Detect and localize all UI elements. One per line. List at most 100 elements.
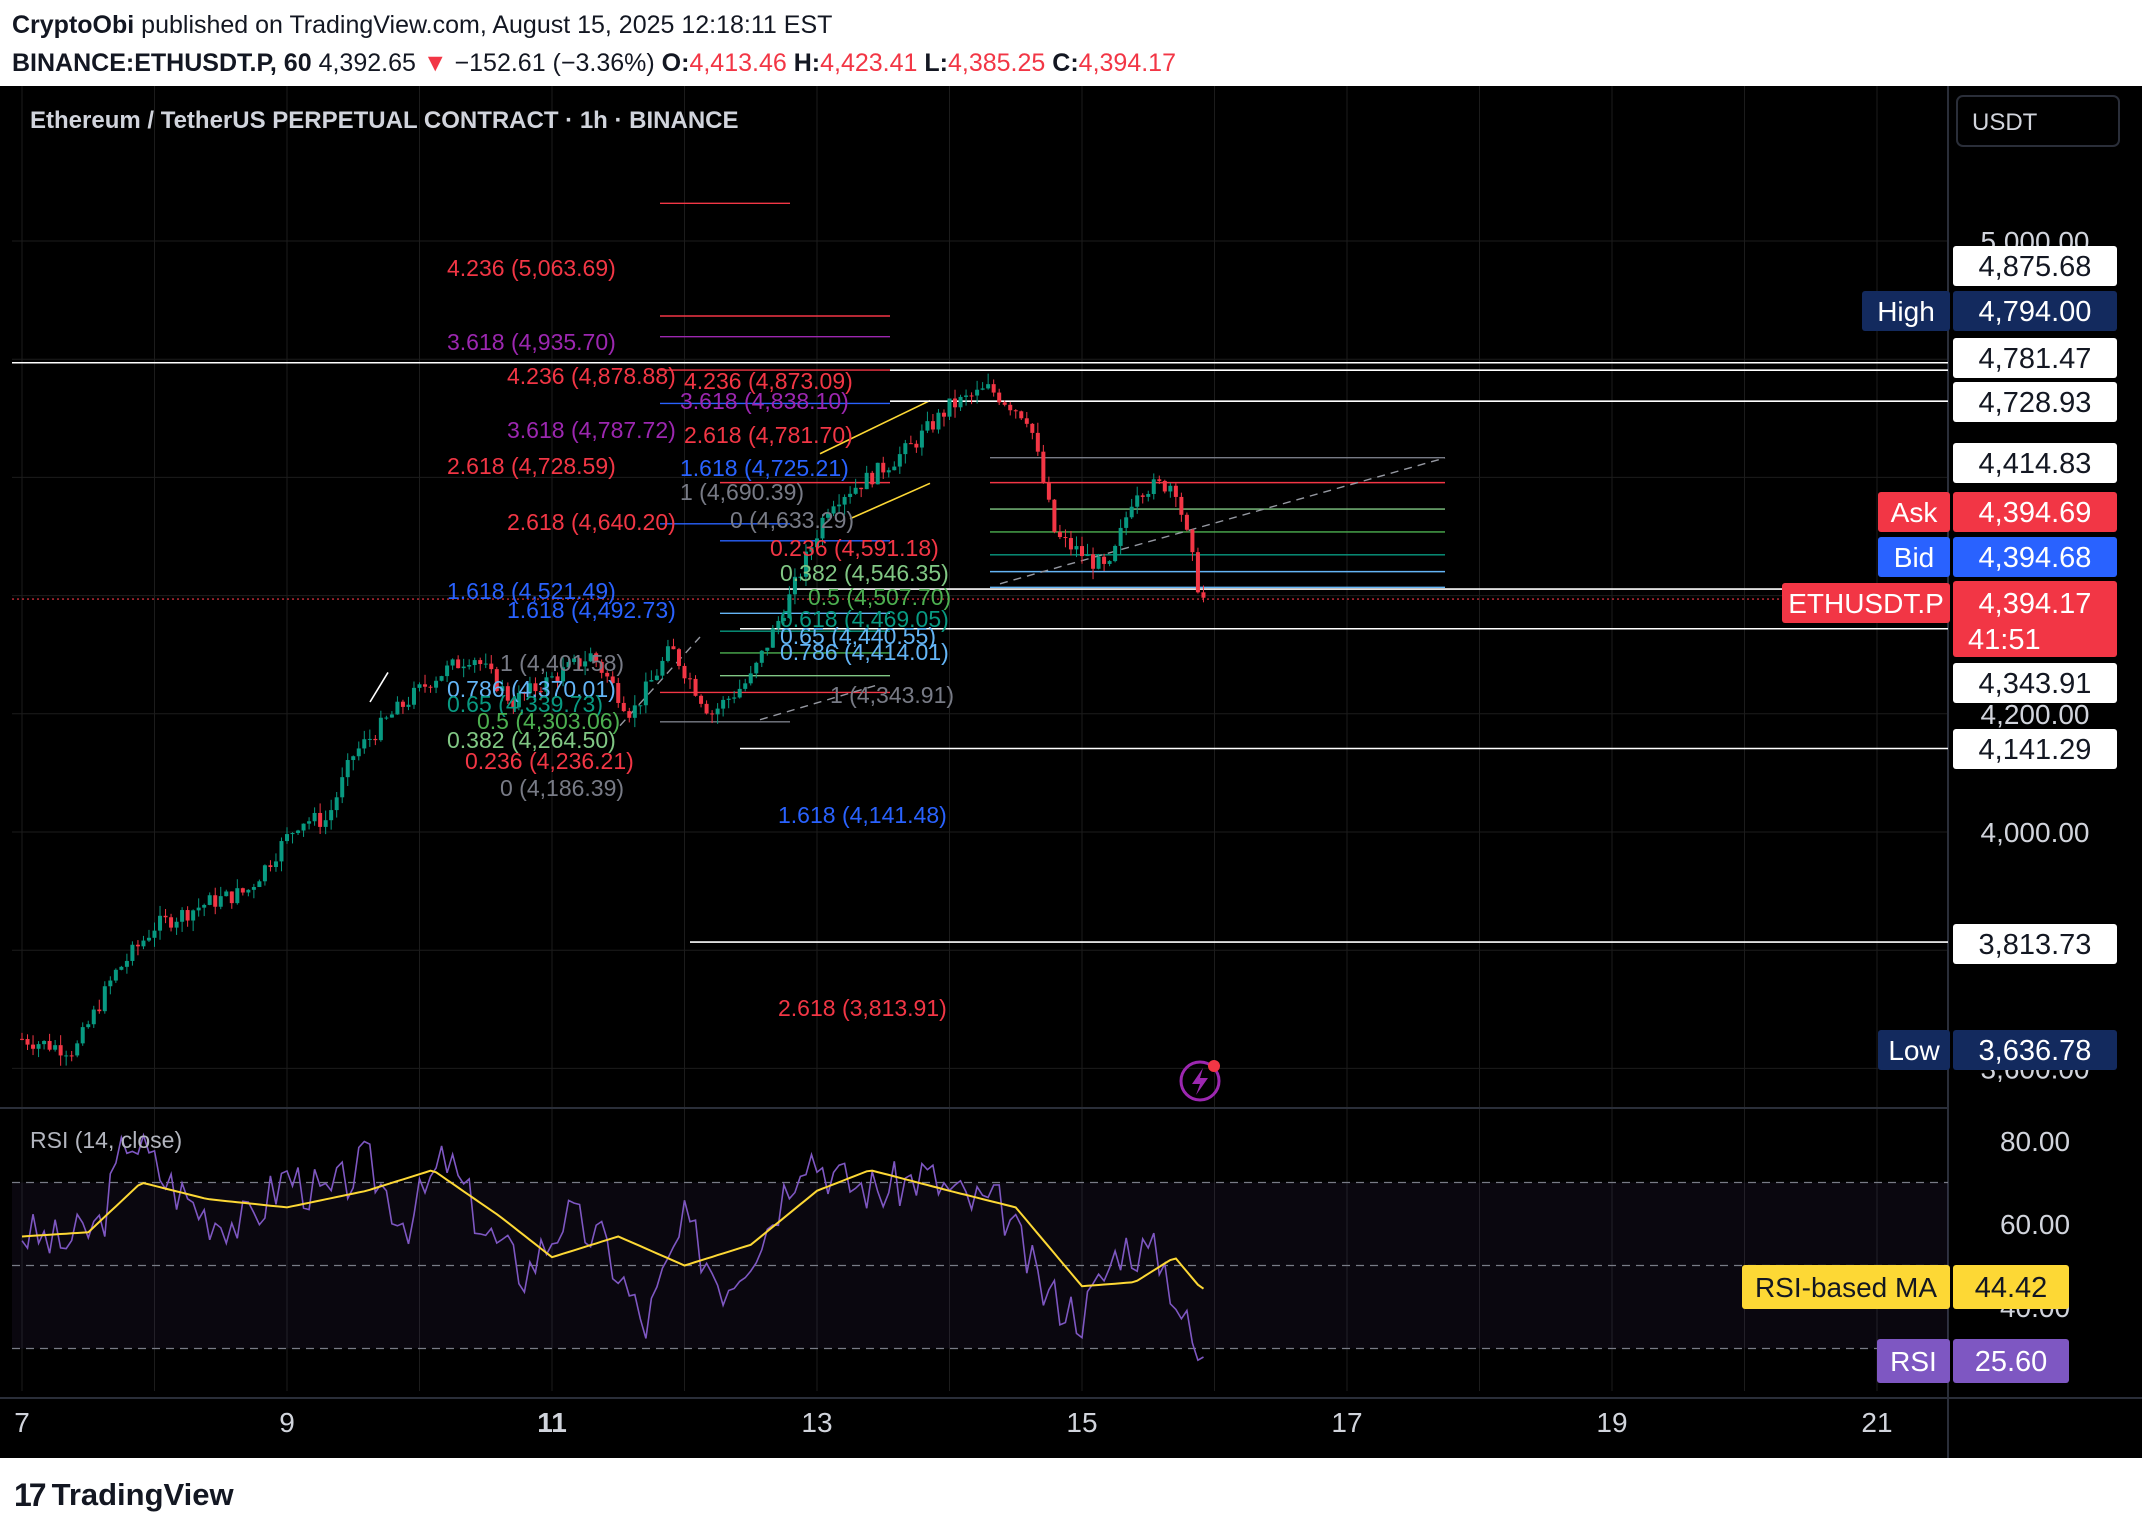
price-label[interactable]: 4,394.17 41:51 ETHUSDT.P xyxy=(1782,581,2117,657)
candle-body xyxy=(1113,545,1118,562)
price-label[interactable]: 4,794.00 High xyxy=(1862,291,2117,331)
candle-body xyxy=(345,760,350,778)
chart-area[interactable]: 4.236 (5,063.69) 3.618 (4,935.70) 4.236 (4… xyxy=(0,86,2142,1458)
ohlc-line: BINANCE:ETHUSDT.P, 60 4,392.65 ▼ −152.61… xyxy=(12,44,2132,82)
price-label[interactable]: 3,813.73 xyxy=(1953,924,2117,964)
candle-body xyxy=(665,646,670,661)
candle-body xyxy=(158,915,163,931)
price-label[interactable]: 3,636.78 Low xyxy=(1878,1030,2117,1070)
time-axis-tick: 19 xyxy=(1596,1407,1627,1438)
fib-label: 0.786 (4,414.01) xyxy=(780,639,949,665)
candle-body xyxy=(820,517,825,539)
candle-body xyxy=(1173,485,1178,497)
candle-body xyxy=(439,676,444,681)
candle-body xyxy=(180,910,185,922)
rsi-ma-line xyxy=(21,1169,1205,1290)
candle-body xyxy=(329,810,334,821)
close-label: C: xyxy=(1052,49,1079,77)
grid xyxy=(0,86,2142,1458)
price-tag-box xyxy=(1782,583,1950,623)
price-label-value: 4,781.47 xyxy=(1979,343,2092,375)
candle-body xyxy=(660,660,665,676)
candle-body xyxy=(378,717,383,741)
candle-body xyxy=(583,661,588,667)
rsi-tag-box xyxy=(1877,1339,1950,1383)
candle-body xyxy=(522,692,527,694)
fib-label: 3.618 (4,838.10) xyxy=(680,388,849,414)
price-label-value: 4,414.83 xyxy=(1979,448,2092,480)
price-label[interactable]: 4,875.68 xyxy=(1953,246,2117,286)
candle-body xyxy=(102,986,107,1012)
fib-label: 0.236 (4,591.18) xyxy=(770,535,939,561)
price-label[interactable]: 4,343.91 xyxy=(1953,663,2117,703)
price-label-box xyxy=(1953,537,2117,577)
candle-body xyxy=(815,538,819,548)
lightning-icon[interactable] xyxy=(1179,1060,1221,1102)
tradingview-footer[interactable]: 17 TradingView xyxy=(14,1470,234,1520)
fib-label: 0 (4,186.39) xyxy=(500,775,624,801)
candle-body xyxy=(721,699,726,709)
fib-label: 3.618 (4,935.70) xyxy=(447,329,616,355)
author-name[interactable]: CryptoObi xyxy=(12,11,135,39)
price-label[interactable]: 4,728.93 xyxy=(1953,382,2117,422)
candle-body xyxy=(229,891,234,904)
candle-body xyxy=(765,647,770,651)
chart-canvas[interactable]: 4.236 (5,063.69) 3.618 (4,935.70) 4.236 (4… xyxy=(0,86,2142,1458)
candle-body xyxy=(776,620,781,629)
candle-body xyxy=(632,705,637,718)
candle-body xyxy=(737,688,742,698)
candle-body xyxy=(224,891,229,897)
candle-body xyxy=(572,658,577,663)
low-label: L: xyxy=(924,49,948,77)
candle-body xyxy=(743,683,748,689)
candle-body xyxy=(1107,561,1112,564)
candle-body xyxy=(285,834,289,842)
candle-body xyxy=(169,917,174,928)
rsi-label[interactable]: 25.60 RSI xyxy=(1877,1339,2069,1383)
fib-label: 0 (4,633.29) xyxy=(730,507,854,533)
price-tag-text: Bid xyxy=(1894,542,1934,573)
candle-body xyxy=(417,684,422,688)
candle-body xyxy=(1030,423,1035,433)
candle-body xyxy=(1140,495,1145,497)
fib-label: 0.5 (4,507.70) xyxy=(808,584,951,610)
rsi-indicator-label[interactable]: RSI (14, close) xyxy=(30,1127,182,1153)
price-label[interactable]: 4,414.83 xyxy=(1953,443,2117,483)
candle-body xyxy=(389,714,394,718)
candle-body xyxy=(318,812,323,827)
candle-body xyxy=(367,738,372,740)
price-label[interactable]: 4,394.68 Bid xyxy=(1878,537,2117,577)
candle-body xyxy=(213,895,218,907)
rsi-label-box xyxy=(1953,1339,2069,1383)
rsi-label[interactable]: 44.42 RSI-based MA xyxy=(1742,1265,2069,1309)
trend-line xyxy=(819,399,931,455)
open-label: O: xyxy=(661,49,690,77)
price-label-value: 4,875.68 xyxy=(1979,251,2092,283)
candle-body xyxy=(130,944,135,961)
candle-body xyxy=(908,443,913,445)
price-change: −152.61 (−3.36%) xyxy=(454,49,655,77)
candle-body xyxy=(86,1024,91,1028)
currency-button[interactable]: USDT xyxy=(1956,95,2120,147)
candle-body xyxy=(941,412,946,417)
candles xyxy=(20,373,1206,1066)
candle-body xyxy=(351,756,356,761)
candle-body xyxy=(986,384,991,389)
price-label[interactable]: 4,781.47 xyxy=(1953,338,2117,378)
price-label-box xyxy=(1953,382,2117,422)
rsi-label-value: 25.60 xyxy=(1975,1346,2048,1378)
price-label-box xyxy=(1953,581,2117,657)
candle-body xyxy=(456,659,461,669)
candle-body xyxy=(809,547,814,552)
price-tag-box xyxy=(1878,1030,1950,1070)
price-label[interactable]: 4,394.69 Ask xyxy=(1878,492,2117,532)
candle-body xyxy=(566,662,571,668)
candle-body xyxy=(699,695,704,704)
candle-body xyxy=(356,748,361,757)
candle-body xyxy=(997,392,1002,403)
price-label[interactable]: 4,141.29 xyxy=(1953,729,2117,769)
high-value: 4,423.41 xyxy=(820,49,918,77)
fib-trend-line xyxy=(619,636,701,727)
candle-body xyxy=(930,421,935,430)
candle-body xyxy=(25,1039,30,1045)
